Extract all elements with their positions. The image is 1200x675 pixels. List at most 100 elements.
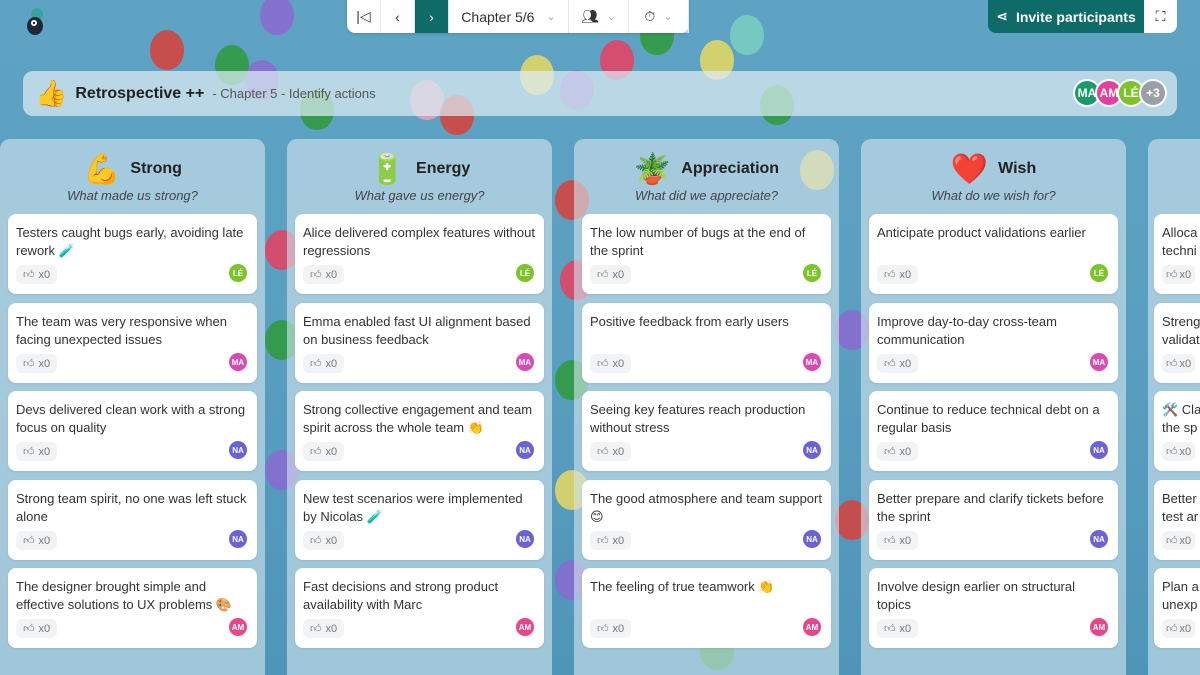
retro-card[interactable]: Emma enabled fast UI alignment based on … [295,303,544,383]
chevron-down-icon: ⌄ [606,11,616,23]
column-header [1148,139,1200,214]
retro-card[interactable]: Positive feedback from early users 👍︎ x0 MA [582,303,831,383]
like-count: x0 [612,534,625,547]
retro-card[interactable]: Improve day-to-day cross-team communicat… [869,303,1118,383]
column-title: Strong [130,160,182,177]
retro-card[interactable]: Alice delivered complex features without… [295,214,544,294]
author-avatar: NA [1090,441,1108,459]
first-chapter-button[interactable]: |◁ [347,0,381,33]
retro-card[interactable]: The team was very responsive when facing… [8,303,257,383]
thumbs-up-icon: 👍︎ [597,446,609,458]
retro-card[interactable]: Seeing key features reach production wit… [582,391,831,471]
column-icon: ❤️ [950,152,989,186]
retro-card[interactable]: Continue to reduce technical debt on a r… [869,391,1118,471]
retro-card[interactable]: Better test ar 👍︎ x0 [1154,480,1200,560]
retro-card[interactable]: Involve design earlier on structural top… [869,568,1118,648]
thumbs-up-icon: 👍︎ [23,269,35,281]
like-count: x0 [1179,445,1192,458]
like-button[interactable]: 👍︎ x0 [877,531,919,550]
retro-card[interactable]: Better prepare and clarify tickets befor… [869,480,1118,560]
chapter-select[interactable]: Chapter 5/6 ⌄ [449,0,569,33]
like-button[interactable]: 👍︎ x0 [303,442,345,461]
thumbs-up-icon: 👍︎ [884,535,896,547]
column-energy: 🔋 Energy What gave us energy? Alice deliver… [287,139,552,675]
like-button[interactable]: 👍︎ x0 [877,619,919,638]
like-button[interactable]: 👍︎ x0 [877,442,919,461]
retro-card[interactable]: The designer brought simple and effectiv… [8,568,257,648]
retro-card[interactable]: Plan a unexp 👍︎ x0 [1154,568,1200,648]
column-icon: 🔋 [368,152,407,186]
thumbs-up-icon: 👍︎ [310,623,322,635]
like-button[interactable]: 👍︎ x0 [303,265,345,284]
author-avatar: NA [1090,530,1108,548]
invite-participants-button[interactable]: ⋖ Invite participants [988,0,1144,33]
like-button[interactable]: 👍︎ x0 [590,619,632,638]
like-button[interactable]: 👍︎ x0 [1162,531,1196,550]
card-text: Strong team spirit, no one was left stuc… [16,491,247,524]
column-header: 🪴 Appreciation What did we appreciate? [574,139,839,214]
like-button[interactable]: 👍︎ x0 [1162,265,1196,284]
like-count: x0 [899,445,912,458]
like-count: x0 [325,357,338,370]
like-button[interactable]: 👍︎ x0 [16,442,58,461]
participant-avatar[interactable]: +3 [1139,79,1167,107]
like-count: x0 [899,357,912,370]
fullscreen-icon: ⛶ [1155,8,1166,24]
retro-card[interactable]: Alloca techni 👍︎ x0 [1154,214,1200,294]
column-strong: 💪 Strong What made us strong? Testers caugh… [0,139,265,675]
like-button[interactable]: 👍︎ x0 [590,442,632,461]
like-button[interactable]: 👍︎ x0 [303,354,345,373]
column-title: Energy [416,160,471,177]
timer-menu[interactable]: ⏱︎ ⌄ [629,0,689,33]
like-button[interactable]: 👍︎ x0 [16,265,58,284]
retro-card[interactable]: Anticipate product validations earlier 👍︎… [869,214,1118,294]
participants-menu[interactable]: 👥︎ ⌄ [569,0,629,33]
retro-card[interactable]: Testers caught bugs early, avoiding late… [8,214,257,294]
participant-avatar[interactable]: LÉ [1117,79,1145,107]
card-text: Continue to reduce technical debt on a r… [877,402,1100,435]
participant-avatars[interactable]: MA AM LÉ +3 [1073,79,1167,107]
author-avatar: AM [1090,618,1108,636]
like-button[interactable]: 👍︎ x0 [877,354,919,373]
like-button[interactable]: 👍︎ x0 [303,619,345,638]
thumbs-up-icon: 👍︎ [310,535,322,547]
retro-card[interactable]: The feeling of true teamwork 👏 👍︎ x0 AM [582,568,831,648]
retro-card[interactable]: Strong collective engagement and team sp… [295,391,544,471]
chevron-down-icon: ⌄ [546,11,556,23]
author-avatar: LÉ [803,264,821,282]
next-chapter-button[interactable]: › [415,0,449,33]
author-avatar: NA [516,441,534,459]
card-text: New test scenarios were implemented by N… [303,491,523,524]
thumbs-up-icon: 👍︎ [310,446,322,458]
like-button[interactable]: 👍︎ x0 [1162,619,1196,638]
thumbs-up-icon: 👍︎ [1166,535,1178,547]
fullscreen-button[interactable]: ⛶ [1144,0,1177,33]
column-title: Appreciation [681,160,780,177]
retro-card[interactable]: New test scenarios were implemented by N… [295,480,544,560]
retro-card[interactable]: Devs delivered clean work with a strong … [8,391,257,471]
retro-card[interactable]: Strong team spirit, no one was left stuc… [8,480,257,560]
like-button[interactable]: 👍︎ x0 [16,531,58,550]
like-button[interactable]: 👍︎ x0 [16,354,58,373]
retro-card[interactable]: Fast decisions and strong product availa… [295,568,544,648]
like-button[interactable]: 👍︎ x0 [303,531,345,550]
like-count: x0 [612,357,625,370]
session-title: Retrospective ++ [75,84,205,102]
retro-card[interactable]: The good atmosphere and team support 😊 👍︎… [582,480,831,560]
retro-card[interactable]: Streng validat 👍︎ x0 [1154,303,1200,383]
like-button[interactable]: 👍︎ x0 [877,265,919,284]
like-button[interactable]: 👍︎ x0 [590,354,632,373]
like-button[interactable]: 👍︎ x0 [1162,442,1196,461]
card-text: Plan a unexp [1162,579,1199,612]
chapter-label: Chapter 5/6 [461,8,535,25]
card-text: The low number of bugs at the end of the… [590,225,806,258]
retro-card[interactable]: The low number of bugs at the end of the… [582,214,831,294]
thumbs-up-icon: 👍︎ [310,269,322,281]
like-button[interactable]: 👍︎ x0 [590,531,632,550]
like-button[interactable]: 👍︎ x0 [1162,354,1196,373]
like-button[interactable]: 👍︎ x0 [16,619,58,638]
retro-card[interactable]: 🛠️ Cla the sp 👍︎ x0 [1154,391,1200,471]
previous-chapter-button[interactable]: ‹ [381,0,415,33]
like-button[interactable]: 👍︎ x0 [590,265,632,284]
users-icon: 👥︎ [581,8,599,24]
